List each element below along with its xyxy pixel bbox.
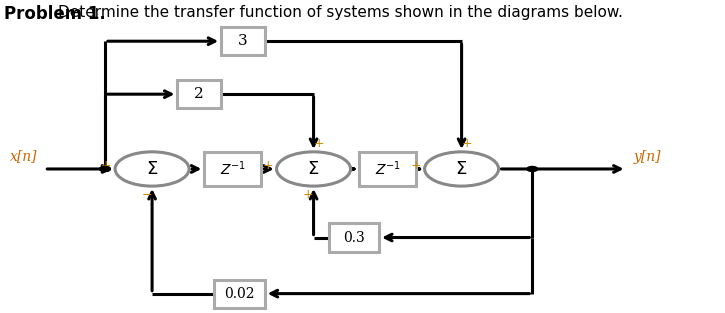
Text: 0.3: 0.3 <box>343 230 365 244</box>
Bar <box>178 80 221 108</box>
Text: $\Sigma$: $\Sigma$ <box>146 160 158 178</box>
Text: y[n]: y[n] <box>633 150 660 163</box>
Text: +: + <box>314 137 324 150</box>
Circle shape <box>276 152 351 186</box>
Text: +: + <box>262 159 273 172</box>
Circle shape <box>115 152 189 186</box>
Text: Determine the transfer function of systems shown in the diagrams below.: Determine the transfer function of syste… <box>58 5 623 20</box>
Text: +: + <box>303 188 313 201</box>
Text: 0.02: 0.02 <box>224 287 254 300</box>
Circle shape <box>425 152 499 186</box>
Text: $\Sigma$: $\Sigma$ <box>307 160 320 178</box>
Bar <box>215 280 265 308</box>
Text: x[n]: x[n] <box>10 150 38 163</box>
Text: +: + <box>410 159 421 172</box>
Circle shape <box>99 167 110 172</box>
Text: 3: 3 <box>238 34 248 48</box>
Text: Problem 1.: Problem 1. <box>4 5 106 23</box>
Text: $Z^{-1}$: $Z^{-1}$ <box>375 160 401 178</box>
Bar <box>359 152 416 186</box>
Bar <box>204 152 262 186</box>
Text: 2: 2 <box>194 87 204 101</box>
Text: $\Sigma$: $\Sigma$ <box>455 160 468 178</box>
Text: $Z^{-1}$: $Z^{-1}$ <box>220 160 246 178</box>
Text: $-$: $-$ <box>141 188 152 201</box>
Circle shape <box>527 167 538 172</box>
Bar <box>328 223 379 252</box>
Circle shape <box>99 167 110 172</box>
Text: +: + <box>101 159 112 172</box>
Text: +: + <box>462 137 472 150</box>
Bar <box>221 27 265 55</box>
